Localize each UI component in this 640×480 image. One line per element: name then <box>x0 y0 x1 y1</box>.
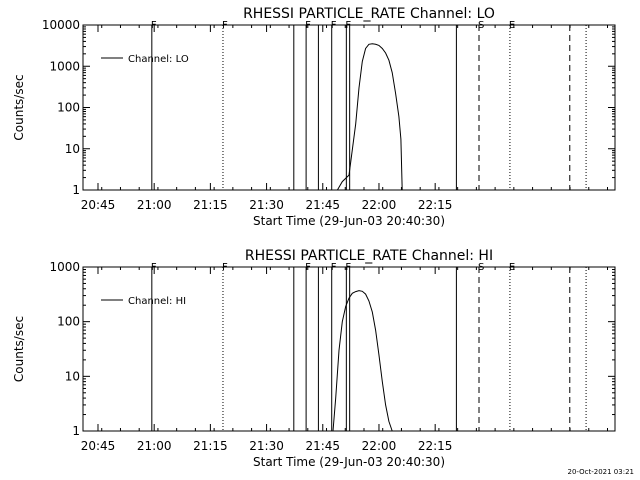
y-tick-label: 1 <box>72 183 80 197</box>
y-tick-label: 10 <box>65 142 80 156</box>
event-marker-label: F <box>222 20 228 31</box>
x-tick-label: 21:15 <box>193 439 228 453</box>
footer-timestamp: 20-Oct-2021 03:21 <box>568 468 634 476</box>
event-marker-label: F <box>151 262 157 273</box>
event-marker-label: F <box>305 20 311 31</box>
y-axis-label: Counts/sec <box>12 74 26 140</box>
y-tick-label: 1 <box>72 424 80 438</box>
y-tick-label: 1000 <box>49 59 80 73</box>
event-marker-label: E <box>509 262 515 273</box>
event-marker-label: F <box>151 20 157 31</box>
event-marker-label: F <box>331 262 337 273</box>
event-marker-label: E <box>509 20 515 31</box>
y-tick-label: 100 <box>57 101 80 115</box>
chart-panel-1: RHESSI PARTICLE_RATE Channel: LO 1 10 100 10… <box>12 6 616 228</box>
event-marker-label: F <box>345 262 351 273</box>
chart-panel-2: RHESSI PARTICLE_RATE Channel: HI 1 10 100 10… <box>12 248 616 469</box>
event-marker-label: F <box>222 262 228 273</box>
plot-frame <box>82 266 616 432</box>
x-axis-label: Start Time (29-Jun-03 20:40:30) <box>253 214 445 228</box>
x-tick-label: 21:15 <box>193 198 228 212</box>
y-tick-label: 10 <box>65 369 80 383</box>
series-line-channel-hi <box>332 290 393 432</box>
event-marker-label: F <box>345 20 351 31</box>
x-tick-label: 22:00 <box>362 439 397 453</box>
y-tick-label: 100 <box>57 315 80 329</box>
legend-label: Channel: LO <box>128 54 189 65</box>
x-tick-label: 21:00 <box>137 439 172 453</box>
event-marker-label: F <box>305 262 311 273</box>
x-axis-label: Start Time (29-Jun-03 20:40:30) <box>253 455 445 469</box>
x-tick-label: 20:45 <box>81 439 116 453</box>
y-tick-label: 1000 <box>49 260 80 274</box>
event-marker-label: S <box>478 262 484 273</box>
legend-label: Channel: HI <box>128 296 186 307</box>
y-tick-label: 10000 <box>42 18 80 32</box>
chart-title: RHESSI PARTICLE_RATE Channel: HI <box>245 248 493 264</box>
x-tick-label: 21:45 <box>305 439 340 453</box>
event-marker-label: F <box>331 20 337 31</box>
x-tick-label: 22:15 <box>418 198 453 212</box>
x-tick-label: 20:45 <box>81 198 116 212</box>
x-tick-label: 21:45 <box>305 198 340 212</box>
x-tick-label: 22:15 <box>418 439 453 453</box>
event-marker-label: S <box>478 20 484 31</box>
y-axis-label: Counts/sec <box>12 316 26 382</box>
x-tick-label: 21:30 <box>249 439 284 453</box>
x-tick-label: 22:00 <box>362 198 397 212</box>
chart-title: RHESSI PARTICLE_RATE Channel: LO <box>243 6 495 22</box>
series-line-channel-lo <box>336 43 403 191</box>
x-tick-label: 21:00 <box>137 198 172 212</box>
x-tick-label: 21:30 <box>249 198 284 212</box>
